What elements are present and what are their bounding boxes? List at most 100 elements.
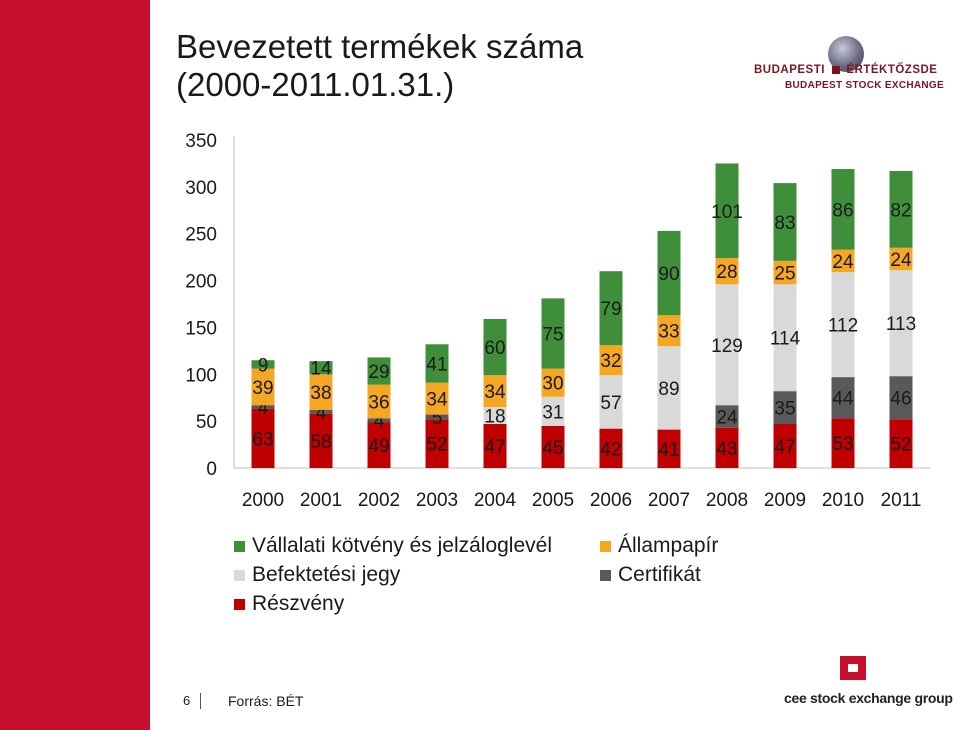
cee-group-logo-icon <box>840 656 866 680</box>
data-label: 82 <box>890 200 911 221</box>
data-label: 4 <box>316 403 327 424</box>
data-label: 5 <box>432 408 443 429</box>
legend-swatch <box>234 569 245 581</box>
bar-segment-vállalati-kötvény-és-jelzáloglevél-2011 <box>889 170 913 248</box>
bar-segment-részvény-2009 <box>773 423 797 468</box>
bar-segment-befektetési-jegy-2010 <box>831 272 855 378</box>
bar-segment-vállalati-kötvény-és-jelzáloglevél-2003 <box>425 344 449 383</box>
legend-swatch <box>234 598 245 610</box>
bar-segment-befektetési-jegy-2007 <box>657 346 681 430</box>
data-label: 35 <box>774 399 795 420</box>
data-label: 24 <box>716 407 738 428</box>
bar-segment-részvény-2010 <box>831 418 855 468</box>
bar-segment-részvény-2011 <box>889 419 913 468</box>
data-label: 14 <box>310 359 332 380</box>
legend-label: Vállalati kötvény és jelzáloglevél <box>252 534 552 557</box>
data-label: 34 <box>484 382 506 403</box>
bar-segment-részvény-2004 <box>483 423 507 468</box>
data-label: 52 <box>890 435 911 456</box>
data-label: 18 <box>484 407 505 428</box>
data-label: 34 <box>426 390 448 411</box>
data-label: 44 <box>832 389 854 410</box>
bar-segment-állampapír-2002 <box>367 384 391 419</box>
legend-swatch <box>234 540 245 552</box>
data-label: 43 <box>716 439 737 460</box>
bar-segment-állampapír-2001 <box>309 374 333 410</box>
data-label: 24 <box>832 252 854 273</box>
x-tick-label: 2007 <box>648 490 690 511</box>
data-label: 113 <box>886 314 916 335</box>
data-label: 112 <box>828 316 858 337</box>
bar-segment-részvény-2007 <box>657 429 681 468</box>
y-tick-label: 100 <box>185 365 217 386</box>
title-line-1: Bevezetett termékek száma <box>176 28 584 65</box>
x-tick-label: 2010 <box>822 490 864 511</box>
bar-segment-vállalati-kötvény-és-jelzáloglevél-2006 <box>599 271 623 346</box>
data-label: 83 <box>774 213 795 234</box>
bar-segment-állampapír-2006 <box>599 345 623 376</box>
page-number: 6 <box>183 693 191 708</box>
bar-segment-certifikát-2011 <box>889 376 913 420</box>
bar-segment-befektetési-jegy-2004 <box>483 407 507 424</box>
bar-segment-befektetési-jegy-2008 <box>715 284 739 406</box>
data-label: 4 <box>374 411 385 432</box>
bar-segment-állampapír-2000 <box>251 368 275 406</box>
footer-divider <box>200 693 201 709</box>
data-label: 4 <box>258 398 269 419</box>
data-label: 47 <box>774 437 795 458</box>
bse-logo-name-en: BUDAPEST STOCK EXCHANGE <box>785 80 944 91</box>
x-tick-label: 2006 <box>590 490 632 511</box>
legend-item: Részvény <box>234 592 344 616</box>
bar-segment-certifikát-2003 <box>425 414 449 420</box>
x-tick-label: 2011 <box>881 490 922 511</box>
bar-segment-részvény-2003 <box>425 419 449 468</box>
bar-segment-vállalati-kötvény-és-jelzáloglevél-2000 <box>251 360 275 369</box>
bar-segment-befektetési-jegy-2011 <box>889 270 913 377</box>
bar-segment-állampapír-2010 <box>831 249 855 273</box>
source-note: Forrás: BÉT <box>228 693 304 709</box>
data-label: 63 <box>252 429 273 450</box>
data-label: 89 <box>658 379 679 400</box>
data-label: 30 <box>542 374 563 395</box>
bse-logo-name-hu: BUDAPESTI ÉRTÉKTŐZSDE <box>754 64 960 76</box>
page-title: Bevezetett termékek száma (2000-2011.01.… <box>176 28 736 104</box>
bar-segment-vállalati-kötvény-és-jelzáloglevél-2007 <box>657 230 681 316</box>
data-label: 29 <box>368 362 389 383</box>
bar-segment-certifikát-2002 <box>367 418 391 423</box>
data-label: 33 <box>658 322 679 343</box>
data-label: 86 <box>832 200 853 221</box>
data-label: 24 <box>890 250 912 271</box>
bar-segment-részvény-2000 <box>251 408 275 468</box>
data-label: 49 <box>368 436 389 457</box>
legend-item: Állampapír <box>600 534 718 558</box>
data-label: 79 <box>600 299 621 320</box>
y-tick-label: 150 <box>185 318 217 339</box>
x-tick-label: 2003 <box>416 490 458 511</box>
bar-segment-certifikát-2001 <box>309 409 333 414</box>
x-tick-label: 2004 <box>474 490 517 511</box>
bar-segment-részvény-2006 <box>599 428 623 468</box>
bar-segment-állampapír-2003 <box>425 382 449 415</box>
y-tick-label: 350 <box>185 131 217 152</box>
brand-side-band <box>0 0 150 730</box>
data-label: 42 <box>600 439 621 460</box>
bar-segment-állampapír-2007 <box>657 315 681 347</box>
data-label: 36 <box>368 392 389 413</box>
bar-segment-részvény-2005 <box>541 425 565 468</box>
bse-logo-name-hu-part1: BUDAPESTI <box>754 64 825 76</box>
bar-segment-vállalati-kötvény-és-jelzáloglevél-2008 <box>715 163 739 259</box>
data-label: 25 <box>774 264 795 285</box>
bar-segment-certifikát-2008 <box>715 405 739 428</box>
bar-segment-vállalati-kötvény-és-jelzáloglevél-2009 <box>773 183 797 261</box>
x-tick-label: 2005 <box>532 490 574 511</box>
data-label: 46 <box>890 389 911 410</box>
bar-segment-certifikát-2000 <box>251 405 275 409</box>
data-label: 31 <box>542 402 563 423</box>
bar-segment-vállalati-kötvény-és-jelzáloglevél-2001 <box>309 361 333 375</box>
data-label: 41 <box>658 440 679 461</box>
legend-label: Állampapír <box>618 534 719 557</box>
data-label: 53 <box>832 434 853 455</box>
legend-swatch <box>600 540 611 552</box>
cee-group-logo-text: cee stock exchange group <box>784 690 953 706</box>
